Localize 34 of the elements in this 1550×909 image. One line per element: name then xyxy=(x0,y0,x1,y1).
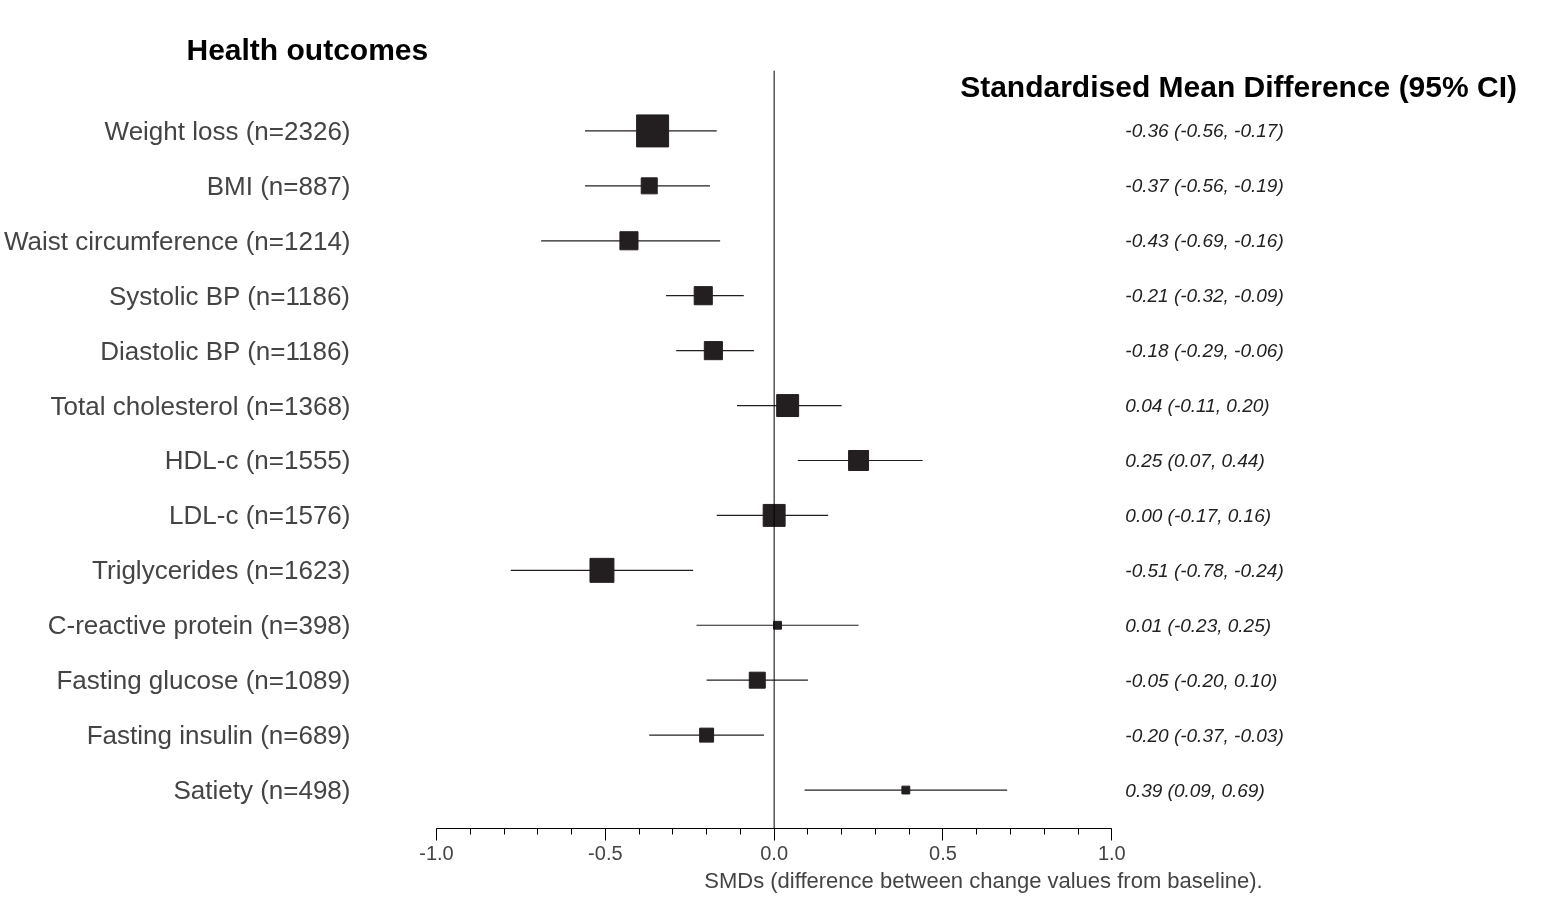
y-tick-label: Waist circumference (n=1214) xyxy=(3,225,351,256)
text: -0.37 (-0.56, -0.19) xyxy=(1125,175,1284,197)
y-axis-title: Health outcomes xyxy=(186,32,429,66)
text: 0.00 (-0.17, 0.16) xyxy=(1125,504,1272,526)
x-tick-label: 0.0 xyxy=(760,841,789,864)
y-tick-label: Diastolic BP (n=1186) xyxy=(100,335,351,366)
y-tick-label: BMI (n=887) xyxy=(206,170,351,201)
text: Standardised Mean Difference (95% CI) xyxy=(960,70,1518,104)
x-tick-label: 1.0 xyxy=(1097,841,1126,864)
x-tick-label: -1.0 xyxy=(419,841,454,864)
y-tick-label: Satiety (n=498) xyxy=(173,775,351,806)
text: -0.18 (-0.29, -0.06) xyxy=(1125,340,1284,362)
text: -0.21 (-0.32, -0.09) xyxy=(1125,285,1284,307)
text: 0.04 (-0.11, 0.20) xyxy=(1125,395,1270,417)
y-tick-label: Total cholesterol (n=1368) xyxy=(50,390,351,421)
y-tick-label: Systolic BP (n=1186) xyxy=(108,280,351,311)
text: 0.39 (0.09, 0.69) xyxy=(1125,779,1265,801)
text: -0.43 (-0.69, -0.16) xyxy=(1125,230,1284,252)
x-tick-label: 0.5 xyxy=(929,841,957,864)
y-tick-label: Fasting glucose (n=1089) xyxy=(56,665,351,696)
y-tick-label: C-reactive protein (n=398) xyxy=(47,610,351,641)
y-tick-label: HDL-c (n=1555) xyxy=(164,445,351,476)
y-tick-label: LDL-c (n=1576) xyxy=(169,500,351,531)
text: -0.20 (-0.37, -0.03) xyxy=(1125,724,1284,746)
y-tick-label: Weight loss (n=2326) xyxy=(104,115,351,146)
y-tick-label: Triglycerides (n=1623) xyxy=(92,555,351,586)
x-axis-title: SMDs (difference between change values from baseline). xyxy=(704,867,1263,893)
text: -0.51 (-0.78, -0.24) xyxy=(1125,559,1284,581)
y-tick-label: Fasting insulin (n=689) xyxy=(86,720,351,751)
text: -0.36 (-0.56, -0.17) xyxy=(1125,120,1284,142)
text: -0.05 (-0.20, 0.10) xyxy=(1125,669,1278,691)
x-tick-label: -0.5 xyxy=(588,841,623,864)
text: 0.01 (-0.23, 0.25) xyxy=(1125,614,1272,636)
text: 0.25 (0.07, 0.44) xyxy=(1125,449,1265,471)
